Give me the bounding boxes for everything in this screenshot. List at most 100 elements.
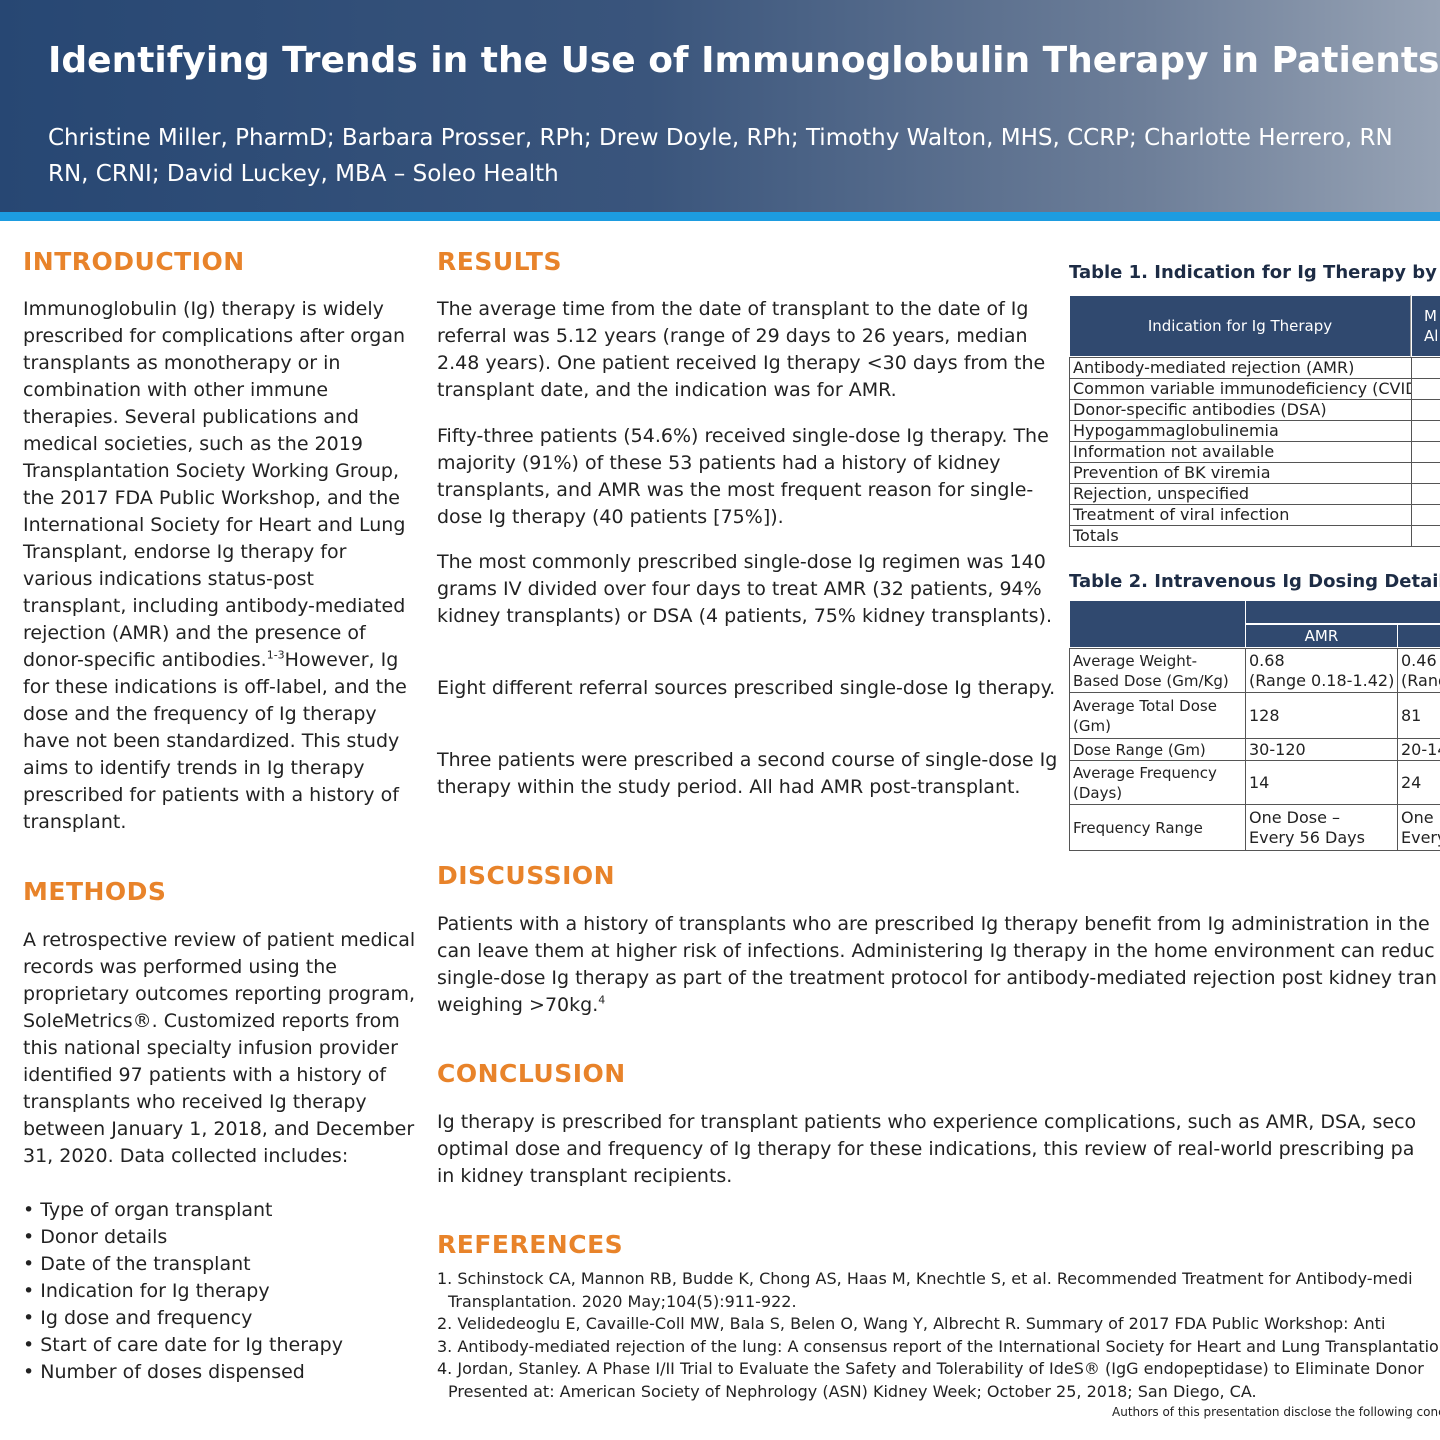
text-line: optimal dose and frequency of Ig therapy… <box>437 1138 1415 1160</box>
text-line: single-dose Ig therapy as part of the tr… <box>437 965 1437 992</box>
cell-text: 0.68 <box>1249 650 1285 670</box>
bullet-item: • Number of doses dispensed <box>23 1359 305 1386</box>
table-header <box>1069 600 1246 648</box>
paragraph: A retrospective review of patient medica… <box>23 929 416 1167</box>
table-cell <box>1411 399 1440 421</box>
superscript: 1-3 <box>266 648 285 662</box>
bullet: • <box>23 1226 41 1248</box>
header-band <box>0 0 1440 212</box>
table-cell: Treatment of viral infection <box>1069 504 1412 526</box>
paragraph: Immunoglobulin (Ig) therapy is widely pr… <box>23 296 418 836</box>
header-strip <box>0 212 1440 221</box>
text: can leave them at higher risk of infecti… <box>437 940 1435 962</box>
table-cell <box>1411 378 1440 400</box>
table-cell: 0.68 (Range 0.18-1.42) <box>1245 648 1398 693</box>
table-cell: One Dose – Every 56 Days <box>1245 804 1398 851</box>
reference-line: 2. Velidedeoglu E, Cavaille-Coll MW, Bal… <box>437 1314 1386 1333</box>
bullet: • <box>23 1334 41 1356</box>
authors: RN, CRNI; David Luckey, MBA – Soleo Heal… <box>48 161 559 187</box>
section-heading: METHODS <box>23 877 167 906</box>
authors: Christine Miller, PharmD; Barbara Prosse… <box>48 125 1393 151</box>
table-cell <box>1411 462 1440 484</box>
section-heading: INTRODUCTION <box>23 247 245 276</box>
table-cell: Hypogammaglobulinemia <box>1069 420 1412 442</box>
table-cell <box>1411 483 1440 505</box>
header-text: M <box>1424 307 1437 325</box>
bullet-item: • Donor details <box>23 1224 167 1251</box>
cell-text: Dose Range (Gm) <box>1073 740 1206 759</box>
reference-line: Presented at: American Society of Nephro… <box>448 1381 1257 1401</box>
table-cell <box>1411 420 1440 442</box>
reference-line: 4. Jordan, Stanley. A Phase I/II Trial t… <box>437 1359 1424 1378</box>
table-cell: Average Weight- Based Dose (Gm/Kg) <box>1069 648 1246 693</box>
table-cell: Average Frequency (Days) <box>1069 760 1246 805</box>
cell-text: Average Total Dose <box>1073 696 1217 715</box>
cell-text: 81 <box>1401 705 1422 725</box>
table-cell <box>1411 504 1440 526</box>
table-cell: 20-14 <box>1397 738 1440 761</box>
table-cell: Prevention of BK viremia <box>1069 462 1412 484</box>
text: Ig dose and frequency <box>40 1307 253 1329</box>
cell-text: 20-14 <box>1401 739 1440 759</box>
table: Indication for Ig Therapy M Al Antibody-med… <box>1069 295 1440 548</box>
bullet-item: • Date of the transplant <box>23 1251 251 1278</box>
table-cell: 0.46(Rang <box>1397 648 1440 693</box>
superscript: 4 <box>598 993 606 1007</box>
paragraph: Eight different referral sources prescri… <box>437 677 1056 699</box>
section-heading: REFERENCES <box>437 1230 624 1259</box>
text: Date of the transplant <box>40 1253 251 1275</box>
text: Indication for Ig therapy <box>40 1280 270 1302</box>
cell-text: 0.46 <box>1401 650 1437 670</box>
text: However, Ig for these indications is off… <box>23 649 407 833</box>
reference-line: 1. Schinstock CA, Mannon RB, Budde K, Ch… <box>437 1269 1413 1288</box>
bullet-item: • Start of care date for Ig therapy <box>23 1332 343 1359</box>
table-cell: Average Total Dose (Gm) <box>1069 692 1246 739</box>
bullet-item: • Indication for Ig therapy <box>23 1278 270 1305</box>
table-header: Indication for Ig Therapy <box>1069 295 1411 357</box>
table-header: M Al <box>1411 295 1440 357</box>
cell-text: Frequency Range <box>1073 818 1203 837</box>
title: Identifying Trends in the Use of Immunog… <box>48 40 1440 81</box>
text: Number of doses dispensed <box>40 1361 305 1383</box>
table-cell <box>1411 357 1440 379</box>
section-heading: RESULTS <box>437 247 562 276</box>
bullet: • <box>23 1199 41 1221</box>
table-title: Table 2. Intravenous Ig Dosing Detail <box>1069 571 1440 592</box>
table-cell: Dose Range (Gm) <box>1069 738 1246 761</box>
table-cell: 81 <box>1397 692 1440 739</box>
table-cell: Donor-specific antibodies (DSA) <box>1069 399 1412 421</box>
cell-text: One I <box>1401 807 1440 827</box>
table-subheader: AMR <box>1245 624 1398 648</box>
table-cell <box>1411 525 1440 547</box>
table-cell: One IEvery <box>1397 804 1440 851</box>
table-cell: 30-120 <box>1245 738 1398 761</box>
text: single-dose Ig therapy as part of the tr… <box>437 967 1437 989</box>
table-cell: Common variable immunodeficiency (CVID) <box>1069 378 1412 400</box>
table-cell: 24 <box>1397 760 1440 805</box>
bullet: • <box>23 1307 41 1329</box>
cell-text: Every 56 Days <box>1249 827 1365 847</box>
table-header <box>1245 600 1440 624</box>
cell-text: (Gm) <box>1073 716 1111 735</box>
paragraph: Fifty-three patients (54.6%) received si… <box>437 425 1049 528</box>
table-cell: Totals <box>1069 525 1412 547</box>
cell-text: Average Frequency <box>1073 763 1217 782</box>
paragraph: Three patients were prescribed a second … <box>437 749 1058 798</box>
cell-text: (Range 0.18-1.42) <box>1249 670 1395 690</box>
table-cell: Rejection, unspecified <box>1069 483 1412 505</box>
text: Type of organ transplant <box>40 1199 273 1221</box>
table-title: Table 1. Indication for Ig Therapy by T <box>1069 262 1440 283</box>
table-cell: Antibody-mediated rejection (AMR) <box>1069 357 1412 379</box>
text-line: weighing >70kg.4 <box>437 992 605 1019</box>
paragraph: The most commonly prescribed single-dose… <box>437 551 1053 627</box>
table-cell: Frequency Range <box>1069 804 1246 851</box>
cell-text: 30-120 <box>1249 739 1306 759</box>
header-text: Al <box>1424 327 1439 345</box>
text: weighing >70kg. <box>437 994 599 1016</box>
text: Patients with a history of transplants w… <box>437 913 1430 935</box>
reference-line: 3. Antibody-mediated rejection of the lu… <box>437 1336 1439 1356</box>
section-heading: CONCLUSION <box>437 1059 626 1088</box>
paragraph: The average time from the date of transp… <box>437 298 1046 401</box>
bullet: • <box>23 1280 41 1302</box>
